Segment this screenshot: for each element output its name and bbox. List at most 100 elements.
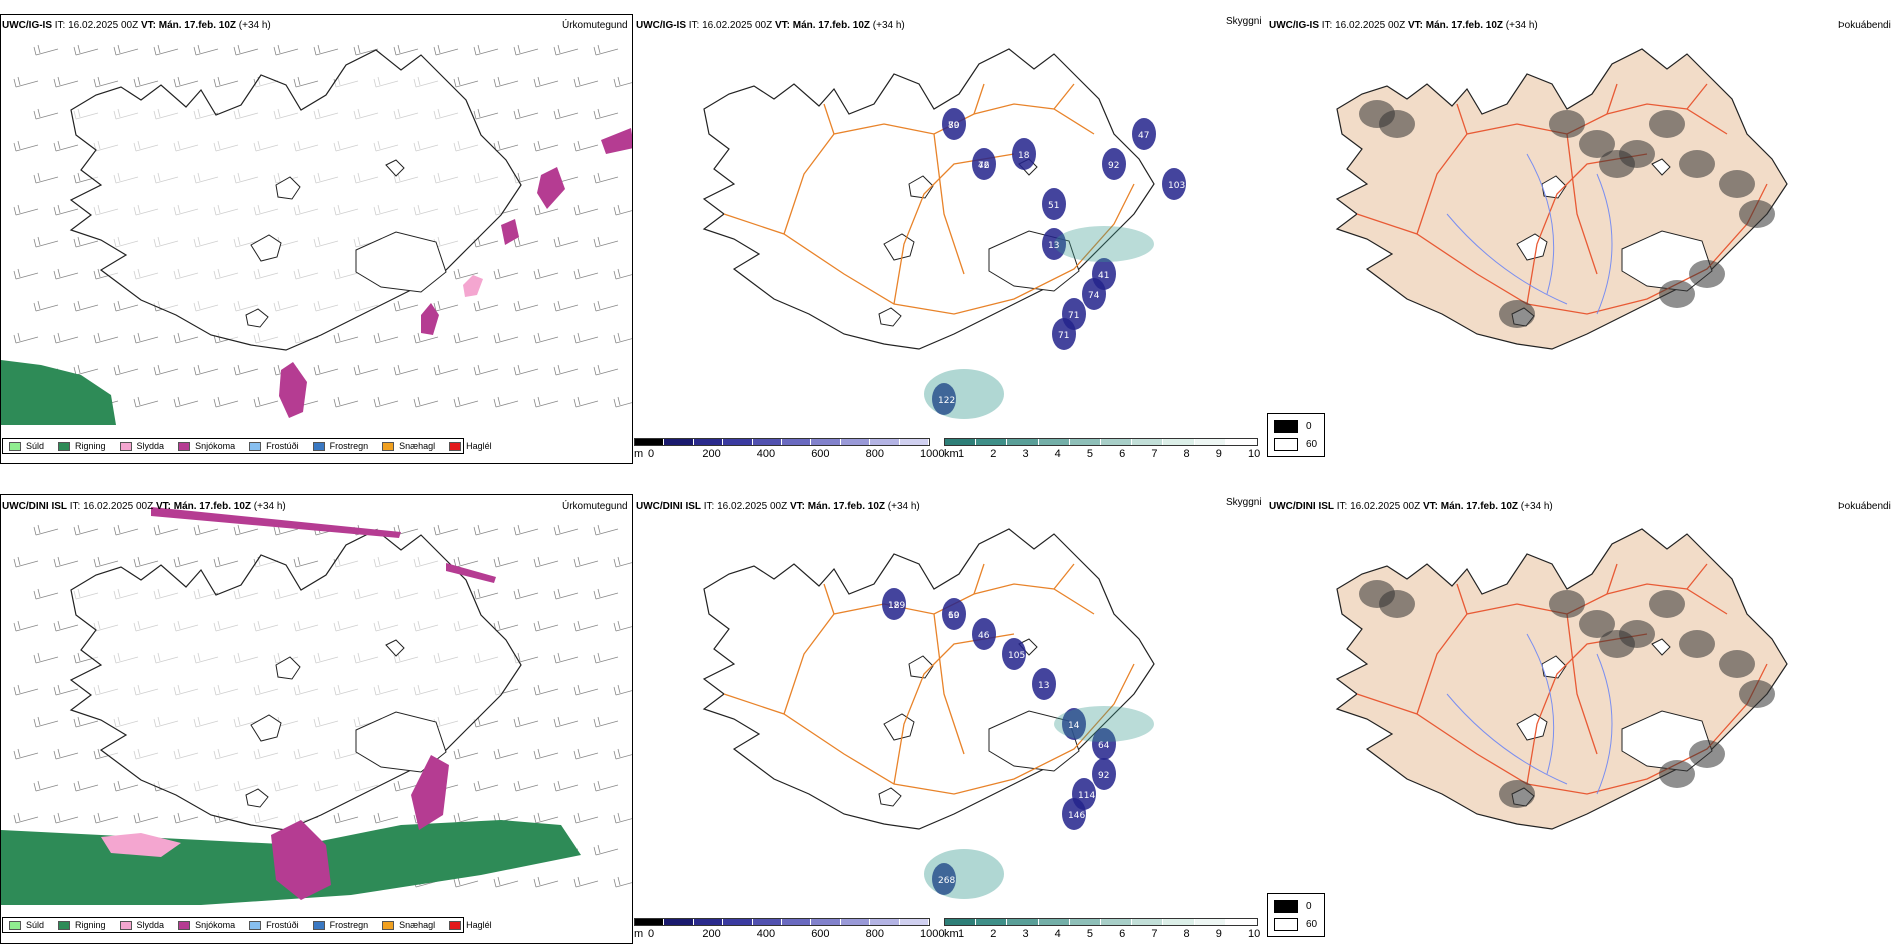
wind-barb [553, 364, 579, 376]
road-line [723, 663, 1135, 795]
road-line [1456, 103, 1468, 135]
legend-label: Rigning [75, 441, 106, 451]
header-bottom-right: UWC/DINI ISL IT: 16.02.2025 00Z VT: Mán.… [1269, 501, 1553, 512]
wind-barb [93, 76, 119, 88]
init-time: IT: 16.02.2025 00Z [703, 501, 788, 512]
colorbar-segment [693, 439, 724, 445]
visibility-label: 71 [1058, 331, 1069, 341]
wind-barb [33, 172, 59, 184]
wind-barb [573, 396, 599, 408]
wind-barb [33, 524, 59, 536]
legend-item: Frostregn [312, 920, 368, 930]
wind-barb [213, 396, 239, 408]
low-visibility-cell [932, 863, 956, 895]
fog-index-cell [1719, 650, 1755, 678]
wind-barb [153, 44, 179, 56]
wind-barb [73, 780, 99, 792]
wind-barb [353, 364, 379, 376]
wind-barb [533, 748, 559, 760]
wind-barb [293, 556, 319, 568]
colorbar-segment [723, 439, 753, 445]
road-line [1053, 83, 1075, 110]
iceland-map [1335, 528, 1788, 830]
wind-barb [473, 44, 499, 56]
wind-barb [433, 44, 459, 56]
wind-barb [553, 44, 579, 56]
colorbar-segment [1069, 919, 1102, 925]
ceiling-colorbar: m 0 200 400 600 800 1000 [634, 438, 944, 460]
legend-swatch [449, 441, 462, 451]
visibility-label: 18 [1018, 151, 1030, 161]
wind-barb [553, 108, 579, 120]
legend-item: Frostregn [312, 441, 368, 451]
colorbar-tick: 5 [1086, 448, 1093, 460]
wind-barb [573, 268, 599, 280]
glacier-outline [245, 308, 269, 328]
legend-item: Súld [9, 920, 44, 930]
wind-barb [373, 396, 399, 408]
wind-barb [13, 812, 39, 824]
wind-barb [473, 108, 499, 120]
panel-title: Úrkomutegund [562, 501, 628, 512]
wind-barb [313, 44, 339, 56]
lead-time: (+34 h) [1505, 20, 1538, 31]
legend-item: Frostúði [249, 920, 299, 930]
road-line [1606, 563, 1618, 595]
legend-item: Súld [9, 441, 44, 451]
low-visibility-cell [882, 588, 906, 620]
colorbar-tick: 3 [1022, 448, 1029, 460]
glacier-outline [1516, 233, 1548, 261]
glacier-outline [988, 710, 1080, 772]
colorbar-segment [1225, 439, 1258, 445]
wind-barb [533, 876, 559, 888]
fog-index-cell [1649, 110, 1685, 138]
sleet-area [463, 275, 483, 297]
colorbar-segment [1007, 919, 1039, 925]
visibility-label: 19 [948, 611, 960, 621]
wind-barb [493, 748, 519, 760]
wind-barb [573, 76, 599, 88]
colorbar-segment [723, 919, 753, 925]
road-line [1566, 133, 1598, 275]
wind-barb [573, 204, 599, 216]
wind-barb [573, 748, 599, 760]
colorbar-tick: 6 [1119, 928, 1126, 940]
wind-barb [33, 588, 59, 600]
fog-index-cell [1659, 280, 1695, 308]
wind-barb [473, 780, 499, 792]
wind-barb [533, 684, 559, 696]
wind-barb [613, 812, 632, 824]
river-line [1526, 153, 1555, 295]
visibility-label: 13 [1048, 241, 1059, 251]
road-line [933, 133, 965, 275]
colorbar-segment [664, 919, 694, 925]
wind-barb [113, 364, 139, 376]
colorbar-tick: 0 [648, 448, 655, 460]
wind-barb [533, 140, 559, 152]
map-layer [69, 529, 522, 831]
glacier-outline [245, 788, 269, 808]
legend-swatch [382, 441, 395, 451]
wind-barb [33, 780, 59, 792]
wind-barb [593, 172, 619, 184]
colorbar-unit: m [634, 928, 644, 940]
colorbar-tick: 8 [1183, 928, 1190, 940]
colorbar-tick: 4 [1054, 448, 1061, 460]
map-layer [702, 528, 1155, 830]
legend-label: Frostúði [266, 920, 299, 930]
legend-item: Snæhagl [382, 441, 435, 451]
wind-barb [273, 44, 299, 56]
road-line [1566, 613, 1598, 755]
colorbar-unit: km [944, 448, 959, 460]
low-visibility-cell [972, 148, 996, 180]
colorbar-segment [945, 439, 977, 445]
wind-barb [53, 812, 79, 824]
wind-barb [593, 364, 619, 376]
visibility-label: 64 [1098, 741, 1110, 751]
wind-barb [593, 108, 619, 120]
road-line [1356, 183, 1768, 315]
fog-legend-low: 0 [1306, 901, 1312, 912]
visibility-label: 70 [948, 121, 960, 131]
glacier-outline [1516, 713, 1548, 741]
low-visibility-cell [1062, 708, 1086, 740]
